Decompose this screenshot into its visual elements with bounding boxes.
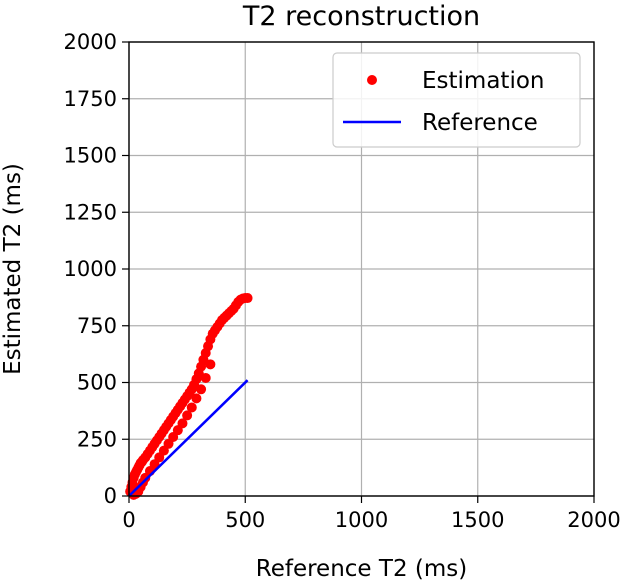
legend-box (332, 52, 581, 148)
y-tick-label: 1750 (64, 87, 117, 111)
y-axis-ticks: 0 250 500 750 1000 1250 1500 1750 2000 (64, 30, 129, 508)
estimation-point (191, 393, 202, 404)
x-tick-label: 1500 (451, 508, 504, 532)
x-tick-label: 500 (225, 508, 265, 532)
chart-title: T2 reconstruction (242, 1, 480, 32)
estimation-point (182, 410, 193, 421)
y-tick-label: 1000 (64, 257, 117, 281)
y-tick-label: 1250 (64, 200, 117, 224)
legend-label-reference: Reference (422, 110, 538, 136)
legend-marker-estimation (367, 75, 377, 85)
x-tick-label: 1000 (335, 508, 388, 532)
x-axis-label: Reference T2 (ms) (256, 556, 467, 582)
estimation-point (186, 402, 197, 413)
y-tick-label: 0 (104, 484, 117, 508)
y-tick-label: 1500 (64, 144, 117, 168)
plot-data (125, 293, 253, 500)
y-axis-label: Estimated T2 (ms) (0, 163, 26, 375)
y-tick-label: 750 (77, 314, 117, 338)
estimation-point (205, 359, 216, 370)
reference-line (128, 379, 249, 497)
x-tick-label: 0 (122, 508, 135, 532)
y-tick-label: 500 (77, 371, 117, 395)
legend: Estimation Reference (332, 52, 581, 148)
estimation-point (196, 384, 207, 395)
estimation-point (200, 372, 211, 383)
estimation-point (242, 293, 253, 304)
y-tick-label: 250 (77, 427, 117, 451)
x-axis-ticks: 0 500 1000 1500 2000 (122, 496, 621, 532)
x-tick-label: 2000 (567, 508, 620, 532)
estimation-point (177, 418, 188, 429)
legend-label-estimation: Estimation (422, 68, 544, 94)
y-tick-label: 2000 (64, 30, 117, 54)
